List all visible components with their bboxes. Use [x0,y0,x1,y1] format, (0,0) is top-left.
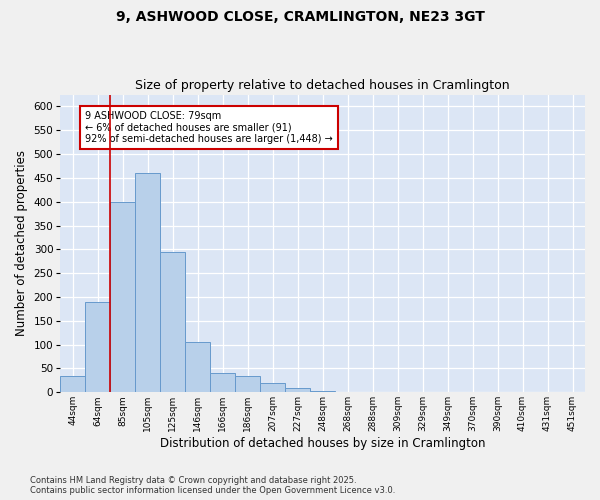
Bar [235,376,260,392]
Bar [310,391,335,392]
Text: 9, ASHWOOD CLOSE, CRAMLINGTON, NE23 3GT: 9, ASHWOOD CLOSE, CRAMLINGTON, NE23 3GT [116,10,484,24]
Bar [60,376,85,392]
Y-axis label: Number of detached properties: Number of detached properties [15,150,28,336]
Bar [110,202,135,392]
Bar [260,383,285,392]
Bar [210,373,235,392]
X-axis label: Distribution of detached houses by size in Cramlington: Distribution of detached houses by size … [160,437,485,450]
Bar [135,173,160,392]
Title: Size of property relative to detached houses in Cramlington: Size of property relative to detached ho… [136,79,510,92]
Text: Contains HM Land Registry data © Crown copyright and database right 2025.
Contai: Contains HM Land Registry data © Crown c… [30,476,395,495]
Bar [185,342,210,392]
Bar [160,252,185,392]
Text: 9 ASHWOOD CLOSE: 79sqm
← 6% of detached houses are smaller (91)
92% of semi-deta: 9 ASHWOOD CLOSE: 79sqm ← 6% of detached … [85,111,333,144]
Bar [85,302,110,392]
Bar [285,388,310,392]
